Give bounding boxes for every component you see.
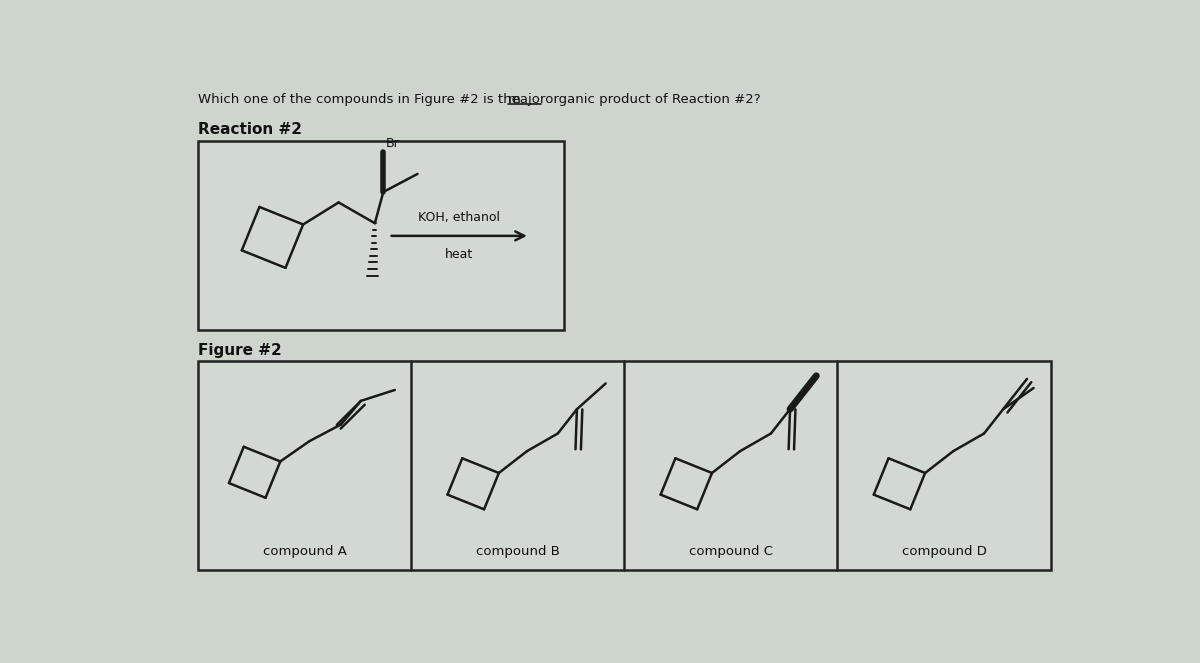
Bar bbox=[198, 141, 564, 330]
Text: heat: heat bbox=[445, 248, 473, 261]
Text: compound C: compound C bbox=[689, 546, 773, 558]
Text: KOH, ethanol: KOH, ethanol bbox=[419, 211, 500, 223]
Text: compound B: compound B bbox=[476, 546, 560, 558]
Text: major: major bbox=[508, 93, 546, 107]
Text: Reaction #2: Reaction #2 bbox=[198, 122, 302, 137]
Bar bbox=[198, 361, 1050, 570]
Text: Which one of the compounds in Figure #2 is the: Which one of the compounds in Figure #2 … bbox=[198, 93, 524, 107]
Text: Figure #2: Figure #2 bbox=[198, 343, 282, 358]
Text: organic product of Reaction #2?: organic product of Reaction #2? bbox=[541, 93, 761, 107]
Text: Br: Br bbox=[385, 137, 400, 151]
Text: compound D: compound D bbox=[902, 546, 986, 558]
Text: compound A: compound A bbox=[263, 546, 347, 558]
